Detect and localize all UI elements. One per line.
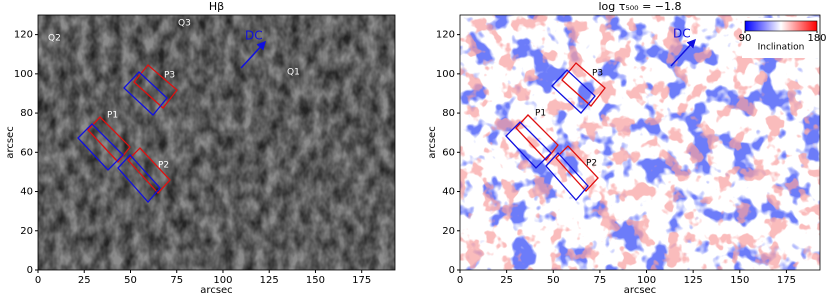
annotation: Q2 xyxy=(48,34,61,44)
x-tick-label: 25 xyxy=(500,275,513,286)
arrow xyxy=(240,40,267,69)
colorbar-tick-label: 90 xyxy=(739,33,752,44)
box xyxy=(561,62,606,107)
annotation: P2 xyxy=(586,159,597,169)
x-tick-label: 50 xyxy=(547,275,560,286)
chart-title: Hβ xyxy=(209,0,224,13)
annotation: Q3 xyxy=(178,19,191,29)
annotation: DC xyxy=(245,29,263,43)
x-tick-label: 100 xyxy=(213,275,232,286)
x-tick-label: 150 xyxy=(306,275,325,286)
x-axis-label: arcsec xyxy=(200,285,232,296)
y-tick-label: 40 xyxy=(20,187,33,198)
box xyxy=(77,123,124,171)
y-tick-label: 80 xyxy=(442,108,455,119)
colorbar-label: Inclination xyxy=(758,43,805,53)
x-tick-label: 125 xyxy=(260,275,279,286)
y-tick-label: 0 xyxy=(449,265,455,276)
x-tick-label: 150 xyxy=(730,275,749,286)
box xyxy=(555,145,599,192)
x-tick-label: 0 xyxy=(35,275,41,286)
box xyxy=(127,147,171,194)
chart-title: log τ₅₀₀ = −1.8 xyxy=(598,0,681,13)
annotation: P1 xyxy=(107,111,118,121)
y-tick-label: 80 xyxy=(20,108,33,119)
box xyxy=(515,114,559,161)
y-tick-label: 100 xyxy=(14,69,33,80)
box xyxy=(133,64,178,109)
y-axis-label: arcsec xyxy=(427,126,438,158)
y-tick-label: 20 xyxy=(20,226,33,237)
y-axis-label: arcsec xyxy=(5,126,16,158)
x-tick-label: 175 xyxy=(777,275,796,286)
boxes xyxy=(505,38,697,201)
y-tick-label: 120 xyxy=(14,30,33,41)
x-tick-label: 100 xyxy=(637,275,656,286)
box xyxy=(123,71,168,116)
y-tick-label: 100 xyxy=(436,69,455,80)
y-tick-label: 60 xyxy=(20,147,33,158)
annotation: P3 xyxy=(164,71,175,81)
x-axis-label: arcsec xyxy=(624,285,656,296)
x-tick-label: 125 xyxy=(684,275,703,286)
colorbar xyxy=(744,20,818,32)
axes-frame xyxy=(37,14,396,271)
x-tick-label: 75 xyxy=(594,275,607,286)
annotation: P3 xyxy=(592,69,603,79)
image-texture xyxy=(38,15,395,270)
box xyxy=(505,121,552,169)
x-tick-label: 25 xyxy=(78,275,91,286)
x-tick-label: 75 xyxy=(170,275,183,286)
annotation: P1 xyxy=(535,109,546,119)
y-tick-label: 120 xyxy=(436,30,455,41)
x-tick-label: 50 xyxy=(124,275,137,286)
box xyxy=(545,152,589,201)
box xyxy=(117,154,161,203)
x-tick-label: 175 xyxy=(352,275,371,286)
y-tick-label: 40 xyxy=(442,187,455,198)
y-tick-label: 0 xyxy=(27,265,33,276)
annotation: DC xyxy=(673,27,691,41)
colorbar-tick-label: 180 xyxy=(807,33,826,44)
box xyxy=(551,69,596,114)
x-tick-label: 0 xyxy=(457,275,463,286)
annotation: Q1 xyxy=(287,68,300,78)
y-tick-label: 20 xyxy=(442,226,455,237)
arrow xyxy=(670,38,697,67)
axes-frame xyxy=(459,14,821,271)
boxes xyxy=(77,40,267,203)
y-tick-label: 60 xyxy=(442,147,455,158)
annotation: P2 xyxy=(158,161,169,171)
box xyxy=(87,116,131,163)
